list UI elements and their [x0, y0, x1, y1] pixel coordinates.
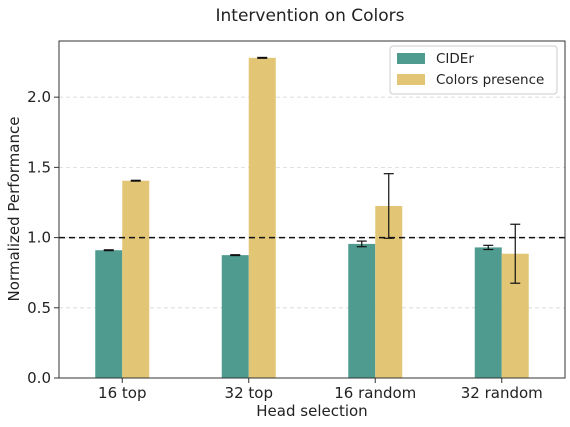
x-tick-label: 16 top	[98, 384, 146, 402]
legend: CIDEr Colors presence	[389, 45, 558, 95]
y-tick-label: 0.5	[27, 299, 51, 317]
bar-cider-16-top	[95, 250, 123, 378]
bars	[95, 57, 529, 378]
bar-colors-presence-16-top	[122, 180, 150, 378]
x-tick-label: 32 top	[225, 384, 273, 402]
x-tick-label: 32 random	[461, 384, 543, 402]
chart-title: Intervention on Colors	[216, 6, 405, 26]
x-axis-ticks: 16 top 32 top 16 random 32 random	[98, 378, 543, 402]
legend-label-colors-presence: Colors presence	[436, 72, 544, 88]
y-tick-label: 0.0	[27, 369, 51, 387]
x-tick-label: 16 random	[334, 384, 416, 402]
bar-cider-16-random	[348, 243, 376, 378]
legend-label-cider: CIDEr	[436, 51, 474, 67]
error-bars	[103, 56, 521, 284]
y-axis-ticks: 0.0 0.5 1.0 1.5 2.0	[27, 88, 59, 387]
y-tick-label: 2.0	[27, 88, 51, 106]
legend-swatch-cider	[397, 53, 425, 64]
bar-cider-32-random	[474, 247, 502, 378]
x-axis-label: Head selection	[256, 402, 367, 420]
legend-box	[389, 45, 558, 95]
legend-swatch-colors-presence	[397, 74, 425, 85]
y-axis-label: Normalized Performance	[5, 117, 23, 302]
bar-cider-32-top	[221, 255, 249, 378]
plot-frame	[58, 40, 566, 379]
bar-colors-presence-32-top	[248, 57, 276, 378]
y-tick-label: 1.0	[27, 229, 51, 247]
y-tick-label: 1.5	[27, 158, 51, 176]
